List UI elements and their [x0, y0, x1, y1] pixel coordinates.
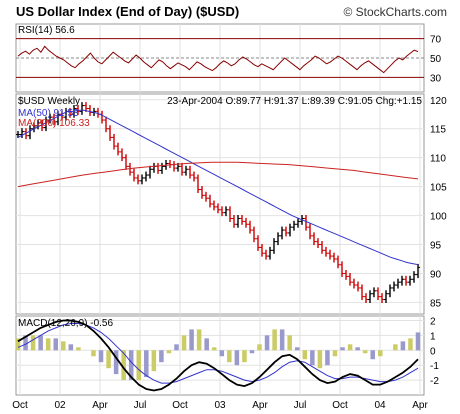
x-tick-label: Oct [172, 400, 188, 411]
macd-histogram-bar [181, 335, 187, 351]
macd-tick-label: -1 [430, 361, 439, 372]
macd-histogram-bar [325, 350, 330, 366]
price-tick-label: 110 [430, 154, 446, 165]
macd-histogram-bar [340, 347, 345, 351]
macd-histogram-bar [332, 350, 338, 357]
x-tick-label: Jul [134, 400, 147, 411]
rsi-line [17, 45, 419, 74]
macd-tick-label: 0 [430, 346, 436, 357]
price-series-label: $USD Weekly [18, 96, 80, 107]
macd-histogram-bar [53, 338, 58, 351]
x-tick-label: Jul [294, 400, 307, 411]
price-tick-label: 90 [430, 269, 442, 280]
macd-histogram-bar [166, 350, 172, 354]
macd-label: MACD(12,26,9) -0.56 [18, 318, 113, 329]
macd-histogram-bar [355, 347, 360, 351]
macd-histogram-bar [144, 350, 149, 378]
ma200-line [17, 161, 419, 188]
macd-tick-label: 1 [430, 331, 436, 342]
macd-histogram-bar [61, 341, 66, 351]
copyright-label: © StockCharts.com [343, 5, 447, 19]
macd-histogram-bar [174, 344, 179, 351]
macd-histogram-bar [272, 329, 277, 351]
macd-histogram-bar [159, 350, 164, 363]
rsi-level-label: 30 [430, 73, 442, 84]
macd-histogram-bar [189, 329, 194, 351]
price-tick-label: 105 [430, 183, 447, 194]
macd-histogram-bar [211, 347, 217, 351]
x-axis: Oct 02 Apr Jul Oct 03 Apr Jul Oct 04 Apr [12, 400, 428, 411]
macd-histogram-bar [294, 347, 300, 351]
macd-histogram-bar [302, 350, 308, 360]
macd-histogram-bar [347, 344, 353, 351]
macd-histogram-bar [204, 338, 209, 351]
ma50-line [17, 109, 419, 266]
macd-histogram-bar [249, 350, 255, 354]
macd-histogram-bar [370, 350, 375, 360]
ma50-legend: MA(50) 91.53 [18, 108, 79, 119]
macd-line [17, 319, 419, 392]
macd-histogram-bar [128, 350, 134, 381]
macd-histogram-bar [257, 344, 262, 351]
x-tick-label: 04 [374, 400, 386, 411]
macd-tick-label: 2 [430, 316, 436, 327]
rsi-label: RSI(14) 56.6 [18, 25, 75, 36]
macd-histogram-bar [400, 341, 406, 351]
rsi-level-label: 50 [430, 54, 442, 65]
macd-histogram-bar [362, 350, 368, 354]
chart-title: US Dollar Index (End of Day) ($USD) [16, 4, 239, 19]
ma200-legend: MA(200) 106.33 [18, 118, 90, 129]
macd-histogram-bar [408, 338, 413, 351]
macd-histogram-bar [242, 350, 247, 363]
macd-histogram-bar [91, 350, 96, 357]
price-tick-label: 95 [430, 241, 442, 252]
x-tick-label: Apr [92, 400, 108, 411]
x-tick-label: 02 [54, 400, 66, 411]
x-tick-label: Oct [332, 400, 348, 411]
macd-histogram-bar [15, 338, 21, 351]
rsi-panel: 70 50 30 RSI(14) 56.6 [15, 23, 442, 93]
macd-histogram-bar [113, 350, 119, 375]
macd-histogram-bar [279, 329, 285, 351]
macd-histogram-bar [45, 338, 51, 351]
macd-histogram-bar [415, 332, 421, 351]
macd-histogram-bar [68, 344, 74, 351]
macd-histogram-bar [378, 350, 383, 357]
macd-histogram-bar [227, 350, 232, 363]
x-tick-label: Apr [412, 400, 428, 411]
macd-histogram-bar [136, 350, 142, 381]
price-tick-label: 85 [430, 298, 442, 309]
macd-histogram-bar [23, 335, 28, 351]
macd-histogram-bar [234, 350, 240, 366]
macd-histogram-bar [317, 350, 323, 369]
macd-tick-label: -2 [430, 376, 439, 387]
macd-histogram-bar [106, 350, 111, 369]
x-tick-label: 03 [214, 400, 226, 411]
macd-histogram-bar [393, 344, 398, 351]
price-quote: 23-Apr-2004 O:89.77 H:91.37 L:89.39 C:91… [167, 96, 422, 107]
macd-histogram-bar [38, 335, 43, 351]
macd-panel: 2 1 0 -1 -2 MACD(12,26,9) -0.56 [15, 315, 439, 396]
macd-histogram-bar [196, 329, 202, 351]
macd-histogram-bar [219, 350, 225, 357]
price-tick-label: 115 [430, 125, 446, 136]
macd-histogram-bar [310, 350, 315, 366]
price-tick-label: 100 [430, 212, 447, 223]
macd-histogram-bar [30, 335, 36, 351]
price-panel: 85 90 95 100 105 110 115 120 $USD Weekly 23-Apr-2… [15, 93, 447, 315]
rsi-level-label: 70 [430, 35, 442, 46]
macd-histogram-bar [76, 347, 81, 351]
x-tick-label: Oct [12, 400, 28, 411]
macd-histogram-bar [121, 350, 126, 381]
macd-histogram-bar [151, 350, 157, 372]
price-tick-label: 120 [430, 96, 447, 107]
macd-histogram-bar [287, 335, 292, 351]
x-tick-label: Apr [252, 400, 268, 411]
macd-histogram-bar [98, 350, 104, 363]
macd-histogram-bar [264, 335, 270, 351]
